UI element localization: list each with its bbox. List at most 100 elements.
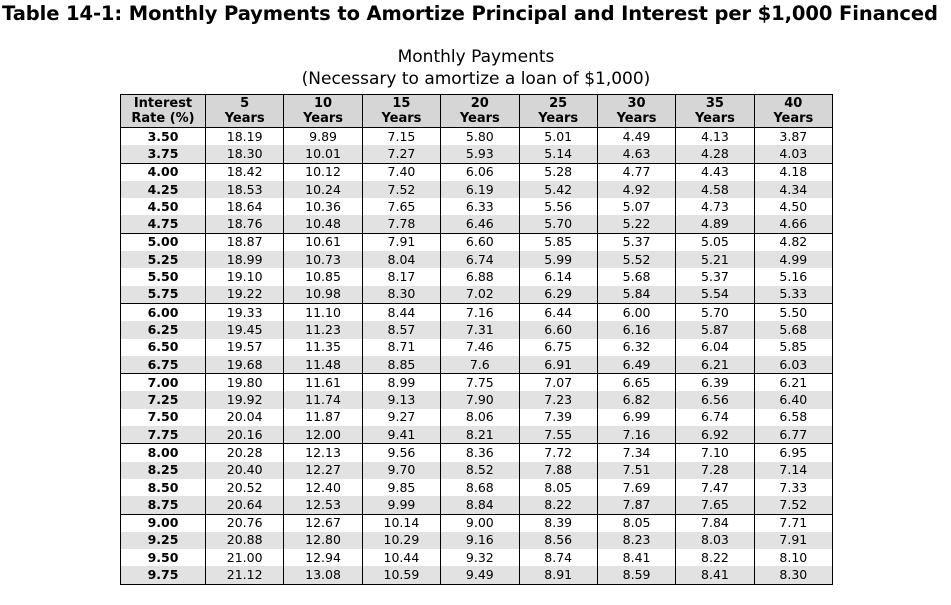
header-line-2: Years [616, 111, 657, 126]
payment-cell: 4.49 [596, 127, 677, 146]
payment-cell: 7.23 [518, 391, 598, 409]
header-interest-rate: Interest Rate (%) [120, 94, 206, 128]
table-row: 9.25 20.88 12.80 10.29 9.16 8.56 8.23 8.03 7.91 [120, 531, 834, 550]
payment-cell: 5.50 [753, 302, 834, 322]
header-25-years: 25 Years [518, 94, 598, 128]
rate-cell: 8.25 [120, 461, 206, 479]
header-line-2: Years [694, 111, 735, 126]
payment-cell: 18.42 [204, 162, 285, 181]
payment-cell: 20.04 [204, 408, 285, 427]
rate-cell: 5.00 [120, 232, 206, 252]
payment-cell: 7.91 [361, 232, 442, 252]
payment-cell: 5.37 [596, 232, 677, 252]
payment-cell: 5.54 [675, 285, 755, 304]
payment-cell: 6.92 [675, 426, 755, 444]
rate-cell: 9.00 [120, 513, 206, 532]
payment-cell: 7.72 [518, 443, 598, 462]
payment-cell: 18.64 [204, 198, 285, 216]
payment-cell: 6.60 [518, 321, 598, 339]
header-line-2: Rate (%) [131, 111, 195, 126]
table-row: 3.50 18.19 9.89 7.15 5.80 5.01 4.49 4.13 3.87 [120, 127, 834, 146]
payment-cell: 6.33 [440, 198, 520, 216]
rate-cell: 7.75 [120, 426, 206, 444]
payment-cell: 4.99 [753, 251, 834, 269]
payment-cell: 6.60 [440, 232, 520, 252]
payment-cell: 6.74 [440, 251, 520, 269]
payment-cell: 20.76 [204, 513, 285, 532]
rate-cell: 8.75 [120, 496, 206, 515]
payment-cell: 9.56 [361, 443, 442, 462]
payment-cell: 10.48 [283, 215, 363, 234]
payment-cell: 7.34 [596, 443, 677, 462]
payment-cell: 9.49 [440, 566, 520, 585]
rate-cell: 6.00 [120, 302, 206, 322]
payment-cell: 7.07 [518, 373, 598, 392]
payment-cell: 9.99 [361, 496, 442, 515]
rate-cell: 7.25 [120, 391, 206, 409]
payment-cell: 5.99 [518, 251, 598, 269]
rate-cell: 5.25 [120, 251, 206, 269]
payment-cell: 6.44 [518, 302, 598, 322]
payment-cell: 8.05 [518, 478, 598, 497]
header-5-years: 5 Years [204, 94, 285, 128]
payment-cell: 7.39 [518, 408, 598, 427]
payment-cell: 12.00 [283, 426, 363, 444]
table-row: 7.75 20.16 12.00 9.41 8.21 7.55 7.16 6.92 6.77 [120, 426, 834, 444]
payment-cell: 5.56 [518, 198, 598, 216]
payment-cell: 7.47 [675, 478, 755, 497]
header-20-years: 20 Years [440, 94, 520, 128]
payment-cell: 7.65 [361, 198, 442, 216]
payment-cell: 8.23 [596, 531, 677, 550]
payment-cell: 5.33 [753, 285, 834, 304]
header-line-1: 5 [240, 96, 250, 111]
payment-cell: 13.08 [283, 566, 363, 585]
payment-cell: 20.40 [204, 461, 285, 479]
rate-cell: 9.25 [120, 531, 206, 550]
payment-cell: 5.52 [596, 251, 677, 269]
payment-cell: 9.00 [440, 513, 520, 532]
payment-cell: 4.28 [675, 145, 755, 164]
payment-cell: 5.37 [675, 268, 755, 286]
payment-cell: 6.77 [753, 426, 834, 444]
payment-cell: 6.95 [753, 443, 834, 462]
payment-cell: 9.16 [440, 531, 520, 550]
payment-cell: 6.14 [518, 268, 598, 286]
payment-cell: 8.59 [596, 566, 677, 585]
payment-cell: 8.17 [361, 268, 442, 286]
payment-cell: 5.84 [596, 285, 677, 304]
payment-cell: 4.50 [753, 198, 834, 216]
payment-cell: 4.77 [596, 162, 677, 181]
table-row: 5.25 18.99 10.73 8.04 6.74 5.99 5.52 5.21 4.99 [120, 251, 834, 269]
table-row: 4.00 18.42 10.12 7.40 6.06 5.28 4.77 4.43 4.18 [120, 162, 834, 181]
payment-cell: 7.90 [440, 391, 520, 409]
payment-cell: 4.73 [675, 198, 755, 216]
payment-cell: 5.16 [753, 268, 834, 286]
payment-cell: 4.89 [675, 215, 755, 234]
payment-cell: 8.74 [518, 549, 598, 567]
payment-cell: 10.29 [361, 531, 442, 550]
payment-cell: 10.01 [283, 145, 363, 164]
payment-cell: 4.82 [753, 232, 834, 252]
payment-cell: 20.52 [204, 478, 285, 497]
payment-cell: 5.85 [518, 232, 598, 252]
payment-cell: 6.46 [440, 215, 520, 234]
payment-cell: 7.16 [440, 302, 520, 322]
payment-cell: 8.22 [518, 496, 598, 515]
payment-cell: 19.68 [204, 355, 285, 374]
payment-cell: 6.32 [596, 338, 677, 356]
payment-cell: 8.41 [596, 549, 677, 567]
payment-cell: 6.29 [518, 285, 598, 304]
payment-cell: 10.12 [283, 162, 363, 181]
header-40-years: 40 Years [753, 94, 834, 128]
rate-cell: 3.50 [120, 127, 206, 146]
payment-cell: 12.27 [283, 461, 363, 479]
payment-cell: 6.39 [675, 373, 755, 392]
payment-cell: 19.80 [204, 373, 285, 392]
payment-cell: 5.01 [518, 127, 598, 146]
payment-cell: 9.41 [361, 426, 442, 444]
payment-cell: 6.06 [440, 162, 520, 181]
payment-cell: 8.05 [596, 513, 677, 532]
payment-cell: 9.13 [361, 391, 442, 409]
payment-cell: 12.53 [283, 496, 363, 515]
table-title: Table 14-1: Monthly Payments to Amortize… [2, 2, 938, 25]
